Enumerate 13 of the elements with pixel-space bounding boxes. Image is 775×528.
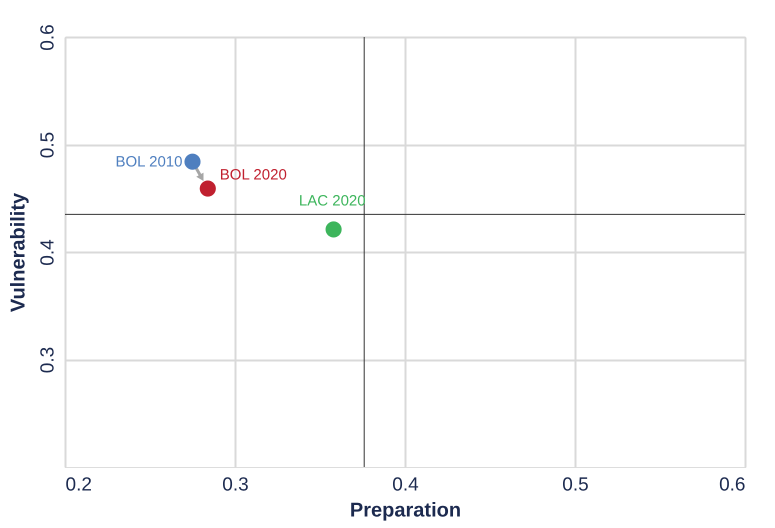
y-tick-label: 0.5 xyxy=(38,132,58,158)
x-axis-title: Preparation xyxy=(350,500,462,522)
series-label: BOL 2010 xyxy=(116,154,182,171)
x-tick-label: 0.5 xyxy=(562,474,589,496)
y-tick-label: 0.4 xyxy=(38,238,58,266)
y-tick-label: 0.6 xyxy=(38,24,58,51)
series-label: BOL 2020 xyxy=(220,166,287,184)
y-tick-label: 0.3 xyxy=(38,346,58,374)
x-tick-label: 0.3 xyxy=(222,474,249,496)
x-tick-label: 0.6 xyxy=(719,474,746,496)
x-tick-label: 0.2 xyxy=(66,474,92,496)
x-tick-label: 0.4 xyxy=(392,474,420,496)
y-axis-title: Vulnerability xyxy=(8,192,30,312)
